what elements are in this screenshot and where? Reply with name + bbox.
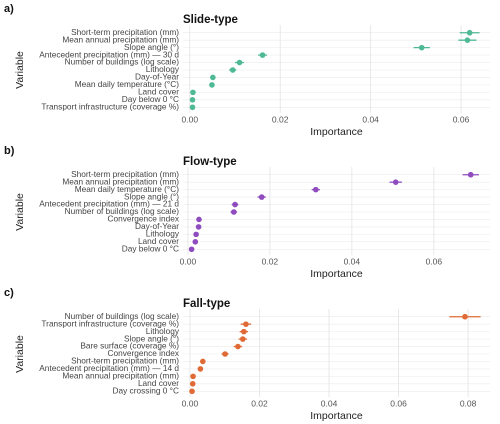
y-tick-label: Slope angle (°) <box>124 191 179 201</box>
x-tick-label: 0.00 <box>182 398 199 408</box>
y-tick-label: Day below 0 °C <box>122 243 179 253</box>
chart-title: Slide-type <box>183 14 238 26</box>
y-tick-label: Day crossing 0 °C <box>113 385 180 395</box>
y-tick-label: Slope angle (°) <box>124 42 179 52</box>
point <box>210 74 216 81</box>
point <box>464 37 471 43</box>
y-tick-label: Antecedent precipitation (mm) — 21 d <box>39 199 179 209</box>
point <box>189 381 196 387</box>
point <box>192 239 199 245</box>
x-axis-label: Importance <box>310 268 363 280</box>
x-tick-label: 0.02 <box>251 398 268 408</box>
point <box>189 97 196 103</box>
y-tick-label: Land cover <box>138 236 179 246</box>
point <box>189 104 196 111</box>
y-tick-label: Antecedent precipitation (mm) — 30 d <box>39 49 179 59</box>
point <box>189 388 195 395</box>
point <box>222 351 228 357</box>
panel-label: c) <box>4 287 14 299</box>
y-tick-label: Day-of-Year <box>135 221 179 231</box>
point <box>418 44 425 51</box>
y-tick-label: Number of buildings (log scale) <box>65 57 180 67</box>
point <box>235 343 241 350</box>
y-axis-label: Variable <box>14 335 26 373</box>
x-tick-label: 0.06 <box>453 114 470 124</box>
point <box>196 216 202 223</box>
point <box>229 67 236 73</box>
y-tick-label: Mean daily temperature (°C) <box>75 79 180 89</box>
y-tick-label: Number of buildings (log scale) <box>65 311 180 321</box>
point <box>200 358 206 365</box>
x-axis-label: Importance <box>310 410 363 422</box>
point <box>466 29 473 36</box>
point <box>195 224 202 230</box>
x-tick-label: 0.00 <box>182 114 199 124</box>
panel-label: b) <box>4 145 15 157</box>
point <box>231 209 237 215</box>
y-tick-label: Lithology <box>146 326 180 336</box>
point <box>236 59 243 66</box>
y-tick-label: Antecedent precipitation (mm) — 14 d <box>39 363 179 373</box>
point <box>392 179 399 185</box>
y-tick-label: Day-of-Year <box>135 72 179 82</box>
y-tick-label: Land cover <box>138 87 179 97</box>
x-tick-label: 0.08 <box>460 398 477 408</box>
point <box>188 246 195 253</box>
y-tick-label: Short-term precipitation (mm) <box>71 169 179 179</box>
x-tick-label: 0.00 <box>180 256 197 266</box>
point <box>240 336 246 342</box>
x-tick-label: 0.02 <box>272 114 289 124</box>
point <box>241 328 247 335</box>
point <box>209 82 215 88</box>
y-tick-label: Day below 0 °C <box>122 94 179 104</box>
point <box>190 373 196 380</box>
y-tick-label: Mean annual precipitation (mm) <box>62 176 179 186</box>
y-tick-label: Lithology <box>146 229 180 239</box>
y-tick-label: Transport infrastructure (coverage %) <box>41 318 179 328</box>
chart-title: Flow-type <box>183 156 237 168</box>
y-tick-label: Lithology <box>146 64 180 74</box>
y-tick-label: Mean annual precipitation (mm) <box>62 371 179 381</box>
point <box>313 186 319 193</box>
x-tick-label: 0.04 <box>362 114 379 124</box>
x-tick-label: 0.02 <box>262 256 279 266</box>
y-axis-label: Variable <box>14 193 26 231</box>
y-tick-label: Land cover <box>138 378 179 388</box>
y-tick-label: Slope angle (°) <box>124 333 179 343</box>
point <box>462 313 468 320</box>
x-tick-label: 0.06 <box>390 398 407 408</box>
x-tick-label: 0.04 <box>321 398 338 408</box>
y-tick-label: Short-term precipitation (mm) <box>71 27 179 37</box>
point <box>258 194 265 200</box>
y-tick-label: Convergence index <box>108 348 180 358</box>
x-tick-label: 0.04 <box>344 256 361 266</box>
y-tick-label: Short-term precipitation (mm) <box>71 356 179 366</box>
point <box>193 231 199 238</box>
point <box>197 366 204 372</box>
chart-title: Fall-type <box>183 298 230 310</box>
point <box>232 201 238 208</box>
point <box>243 321 249 327</box>
point <box>467 171 474 178</box>
point <box>190 89 196 96</box>
panel-label: a) <box>4 3 14 15</box>
point <box>259 52 266 58</box>
y-tick-label: Bare surface (coverage %) <box>80 341 179 351</box>
y-tick-label: Mean annual precipitation (mm) <box>62 34 179 44</box>
y-tick-label: Mean daily temperature (°C) <box>75 184 180 194</box>
y-tick-label: Transport infrastructure (coverage %) <box>41 101 179 111</box>
y-tick-label: Convergence index <box>108 214 180 224</box>
y-axis-label: Variable <box>14 51 26 89</box>
x-tick-label: 0.06 <box>426 256 443 266</box>
y-tick-label: Number of buildings (log scale) <box>65 206 180 216</box>
x-axis-label: Importance <box>310 126 363 138</box>
